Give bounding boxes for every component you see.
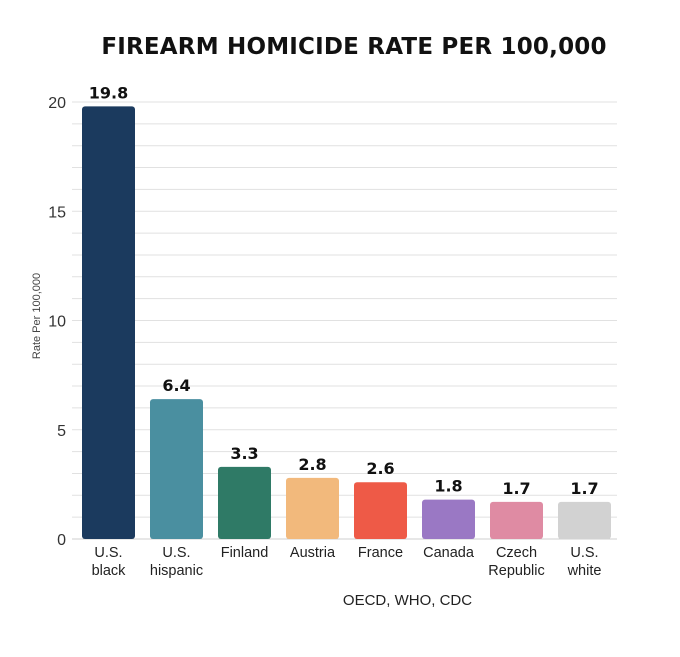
- x-tick-label: Finland: [221, 545, 269, 561]
- bar: [218, 466, 271, 539]
- chart-title: FIREARM HOMICIDE RATE PER 100,000: [101, 34, 607, 60]
- data-label: 6.4: [162, 376, 190, 395]
- bar: [286, 477, 339, 539]
- data-label: 19.8: [89, 83, 128, 102]
- bar: [354, 482, 407, 539]
- x-tick-label: Czech: [496, 545, 537, 561]
- x-tick-label: U.S.: [162, 545, 190, 561]
- y-tick-label: 10: [48, 314, 66, 331]
- y-tick-label: 20: [48, 95, 66, 112]
- data-label: 2.8: [298, 455, 326, 474]
- y-axis-label: Rate Per 100,000: [31, 273, 43, 359]
- x-tick-label: U.S.: [570, 545, 598, 561]
- data-label: 1.7: [570, 479, 598, 498]
- bar: [558, 501, 611, 539]
- bar: [422, 499, 475, 539]
- data-label: 1.7: [502, 479, 530, 498]
- x-tick-label: Canada: [423, 545, 475, 561]
- x-tick-label: France: [358, 545, 403, 561]
- y-tick-label: 0: [57, 532, 66, 549]
- data-label: 2.6: [366, 459, 394, 478]
- data-label: 3.3: [230, 444, 258, 463]
- x-tick-label: white: [567, 563, 602, 579]
- x-tick-label: hispanic: [150, 563, 203, 579]
- x-tick-label: Austria: [290, 545, 336, 561]
- y-tick-label: 15: [48, 204, 66, 221]
- bar: [82, 106, 135, 540]
- x-tick-label: black: [92, 563, 127, 579]
- data-label: 1.8: [434, 477, 462, 496]
- x-tick-label: U.S.: [94, 545, 122, 561]
- y-tick-label: 5: [57, 423, 66, 440]
- x-tick-label: Republic: [488, 563, 544, 579]
- source-note: OECD, WHO, CDC: [342, 592, 473, 609]
- bar: [150, 399, 203, 539]
- bar: [490, 501, 543, 539]
